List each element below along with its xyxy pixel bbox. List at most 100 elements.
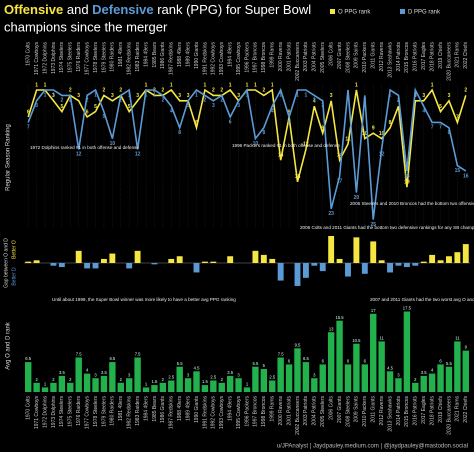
rank-label: 1 xyxy=(44,82,47,88)
rank-label: 12 xyxy=(379,152,385,158)
avg-label: 11 xyxy=(455,336,460,341)
gap-bar xyxy=(412,263,419,266)
x-tick-label: 1979 Steelers xyxy=(101,396,107,427)
gap-bar xyxy=(269,258,276,263)
rank-label: 3 xyxy=(77,93,80,99)
rank-label: 10 xyxy=(253,141,259,147)
x-tick-label: 1979 Steelers xyxy=(101,42,107,73)
gap-bar xyxy=(336,258,343,263)
avg-label: 2.5 xyxy=(168,375,174,380)
rank-label: 5 xyxy=(94,104,97,110)
rank-label: 1 xyxy=(279,92,282,98)
x-tick-label: 2011 Giants xyxy=(371,42,377,69)
x-tick-label: 2014 Patriots xyxy=(396,42,402,72)
rank-label: 3 xyxy=(448,93,451,99)
gap-bar xyxy=(454,252,461,263)
avg-label: 1.5 xyxy=(152,379,158,384)
rank-label: 2 xyxy=(313,98,316,104)
rank-label: 3 xyxy=(178,93,181,99)
gap-bar xyxy=(328,236,335,263)
avg-bar xyxy=(50,382,57,392)
better-d-label: Better D xyxy=(11,267,17,286)
gap-bar xyxy=(403,263,410,268)
x-tick-label: 1992 Cowboys xyxy=(211,42,217,76)
x-tick-label: 1970 Colts xyxy=(26,42,32,66)
avg-label: 6 xyxy=(322,359,325,364)
x-tick-label: 1997 Broncos xyxy=(253,42,259,73)
title-offensive: Offensive xyxy=(4,2,63,17)
rank-label: 4 xyxy=(313,99,316,105)
rank-label: 5 xyxy=(60,104,63,110)
x-tick-label: 1980 Raiders xyxy=(110,396,116,426)
avg-bar xyxy=(176,366,183,392)
x-tick-label: 1990 Giants xyxy=(194,42,200,69)
avg-bar xyxy=(218,382,225,392)
gap-bar xyxy=(126,263,133,269)
gap-bar xyxy=(370,241,377,263)
gap-bar xyxy=(134,250,141,263)
avg-label: 4.5 xyxy=(387,365,393,370)
avg-label: 1 xyxy=(44,382,47,387)
rank-label: 10 xyxy=(362,131,368,137)
x-tick-label: 2014 Patriots xyxy=(396,396,402,426)
gap-bar xyxy=(319,263,326,272)
gap-bar xyxy=(302,263,309,278)
rank-label: 3 xyxy=(35,103,38,109)
avg-label: 6 xyxy=(288,359,291,364)
avg-label: 2 xyxy=(221,377,224,382)
x-tick-label: 1988 49ers xyxy=(177,396,183,422)
x-tick-label: 2008 Steelers xyxy=(345,396,351,427)
avg-label: 6.5 xyxy=(25,356,31,361)
avg-label: 3.5 xyxy=(59,370,65,375)
x-tick-label: 2011 Giants xyxy=(371,396,377,423)
rank-label: 12 xyxy=(76,152,82,158)
x-tick-label: 1998 Broncos xyxy=(261,42,267,73)
x-tick-label: 2022 Chiefs xyxy=(463,396,469,423)
x-tick-label: 1973 Dolphins xyxy=(51,42,57,74)
avg-bar xyxy=(353,343,360,392)
chart-title: Offensive and Defensive rank (PPG) for S… xyxy=(4,2,311,17)
avg-bar xyxy=(83,373,91,392)
rank-label: 12 xyxy=(303,142,309,148)
x-tick-label: 1978 Steelers xyxy=(93,42,99,73)
x-tick-label: 1983 Raiders xyxy=(135,396,141,426)
avg-bar xyxy=(344,364,352,392)
x-tick-label: 2013 Seahawks xyxy=(387,42,393,78)
rank-label: 3 xyxy=(321,103,324,109)
avg-label: 9.5 xyxy=(295,342,301,347)
x-tick-label: 2005 Steelers xyxy=(320,396,326,427)
gap-bar xyxy=(58,263,65,268)
avg-bar xyxy=(184,378,192,392)
rank-label: 14 xyxy=(278,153,284,159)
x-tick-label: 2005 Steelers xyxy=(320,42,326,73)
rank-label: 1 xyxy=(195,92,198,98)
avg-bar xyxy=(252,366,259,392)
gap-bar xyxy=(387,263,394,273)
rank-label: 6 xyxy=(229,119,232,125)
avg-label: 1 xyxy=(145,382,148,387)
x-tick-label: 1995 Cowboys xyxy=(236,396,242,430)
rank-label: 11 xyxy=(345,136,351,142)
annotation: 1972 Dolphins ranked #1 in both offense … xyxy=(30,145,139,150)
avg-label: 3.5 xyxy=(421,370,427,375)
x-tick-label: 1999 Rams xyxy=(270,42,276,68)
gap-bar xyxy=(260,254,267,263)
x-tick-label: 1981 49ers xyxy=(118,396,124,422)
rank-label: 8 xyxy=(448,130,451,136)
x-tick-label: 2015 Broncos xyxy=(404,396,410,427)
avg-bar xyxy=(403,311,411,392)
rank-label: 1 xyxy=(94,92,97,98)
avg-label: 2 xyxy=(52,377,55,382)
gap-bar xyxy=(151,263,158,265)
avg-bar xyxy=(437,364,444,392)
gap-bar xyxy=(277,263,284,281)
gap-bar xyxy=(462,244,469,263)
avg-label: 3 xyxy=(128,372,131,377)
rank-line xyxy=(27,87,467,220)
x-tick-label: 1975 Steelers xyxy=(68,42,74,73)
x-tick-label: 2004 Patriots xyxy=(312,396,318,426)
x-tick-label: 2001 Patriots xyxy=(286,42,292,72)
x-tick-label: 2016 Patriots xyxy=(413,42,419,72)
rank-label: 1 xyxy=(153,92,156,98)
avg-bar xyxy=(67,382,74,392)
